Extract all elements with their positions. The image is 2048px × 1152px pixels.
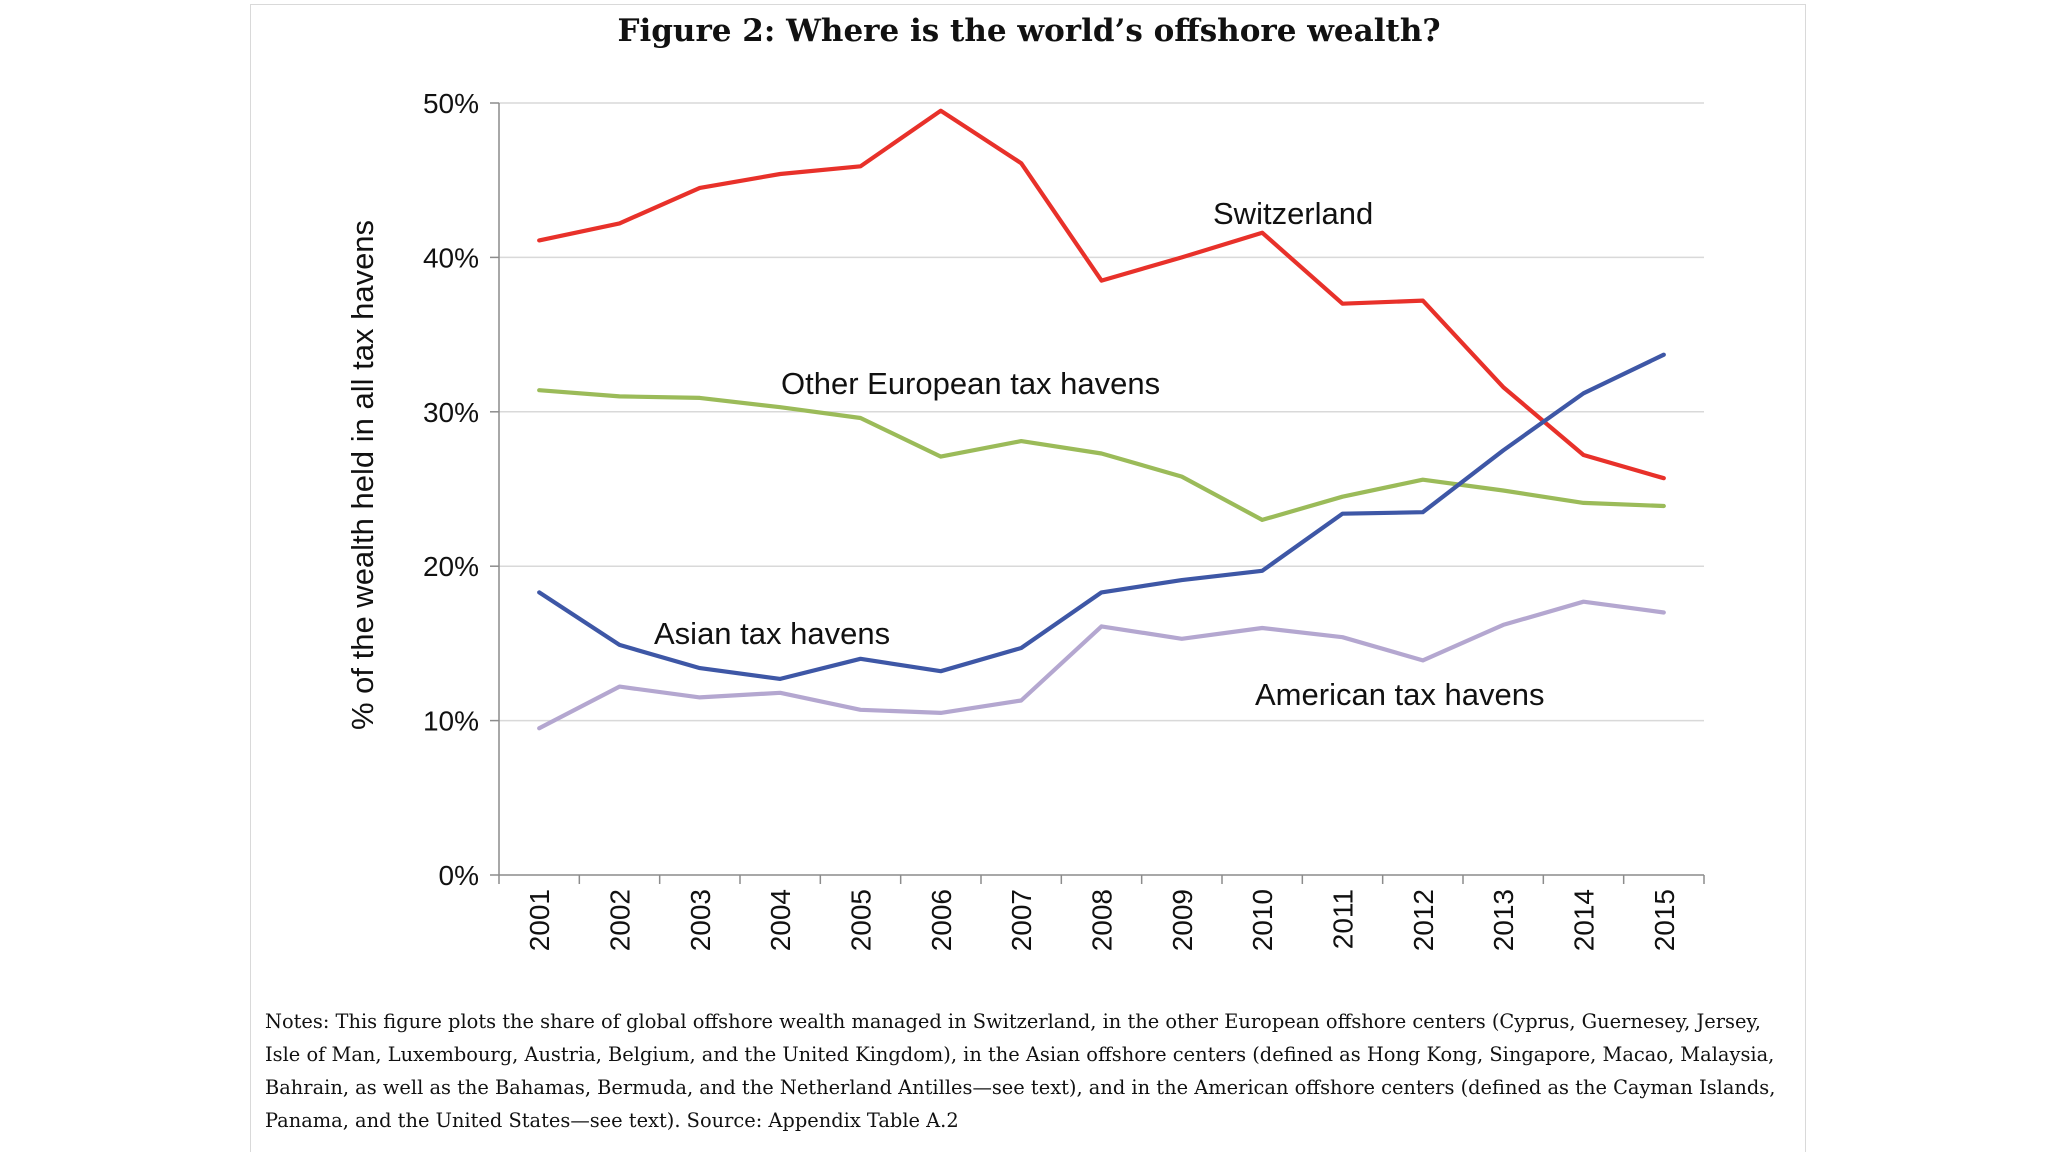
y-tick-label: 40% bbox=[423, 242, 479, 273]
y-tick-label: 20% bbox=[423, 551, 479, 582]
y-tick-labels: 0% 10% 20% 30% 40% 50% bbox=[423, 88, 499, 891]
y-tick-label: 50% bbox=[423, 88, 479, 119]
series-label-asian: Asian tax havens bbox=[654, 616, 890, 651]
x-tick-label: 2007 bbox=[1006, 889, 1037, 951]
series-label-switzerland: Switzerland bbox=[1213, 196, 1373, 231]
series-lines bbox=[537, 108, 1666, 731]
series-label-other-european: Other European tax havens bbox=[781, 366, 1160, 401]
series-label-american: American tax havens bbox=[1255, 677, 1544, 712]
x-tick-label: 2011 bbox=[1328, 889, 1359, 949]
x-tick-label: 2005 bbox=[846, 889, 877, 951]
x-tick-label: 2012 bbox=[1408, 889, 1439, 951]
axes bbox=[498, 103, 1704, 876]
series-line-other-european-tax-havens bbox=[537, 388, 1666, 523]
y-tick-label: 0% bbox=[439, 860, 479, 891]
line-chart: 0%10%20%30%40%50% 2001 2002 2003 2004 2005 20… bbox=[345, 88, 1705, 951]
x-tick-label: 2004 bbox=[765, 889, 796, 951]
x-tick-label: 2006 bbox=[926, 889, 957, 951]
x-tick-label: 2001 bbox=[524, 889, 555, 951]
y-axis-title: % of the wealth held in all tax havens bbox=[345, 220, 380, 730]
x-tick-label: 2008 bbox=[1087, 889, 1118, 951]
series-line-switzerland bbox=[537, 108, 1666, 481]
x-tick-label: 2010 bbox=[1247, 889, 1278, 951]
figure-title: Figure 2: Where is the world’s offshore … bbox=[617, 13, 1441, 49]
gridlines bbox=[499, 102, 1704, 722]
x-tick-label: 2002 bbox=[605, 889, 636, 951]
x-tick-label: 2003 bbox=[685, 889, 716, 951]
y-tick-label: 30% bbox=[423, 397, 479, 428]
y-tick-label: 10% bbox=[423, 706, 479, 737]
x-tick-label: 2014 bbox=[1569, 889, 1600, 951]
x-tick-label: 2015 bbox=[1649, 889, 1680, 951]
x-tick-labels: 2001 2002 2003 2004 2005 2006 2007 2008 2009 2010… bbox=[498, 875, 1705, 951]
figure-panel: Figure 2: Where is the world’s offshore … bbox=[250, 4, 1806, 1152]
x-tick-label: 2009 bbox=[1167, 889, 1198, 951]
x-tick-label: 2013 bbox=[1488, 889, 1519, 951]
figure-notes: Notes: This figure plots the share of gl… bbox=[265, 1010, 1776, 1132]
series-line-american-tax-havens bbox=[537, 599, 1666, 731]
series-line-asian-tax-havens bbox=[537, 352, 1666, 682]
